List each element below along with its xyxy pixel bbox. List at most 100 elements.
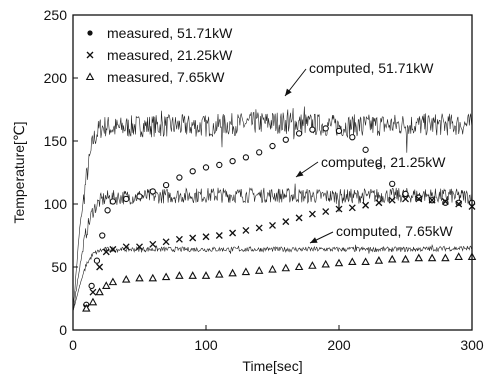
measured-point bbox=[216, 271, 223, 277]
measured-point bbox=[376, 200, 382, 206]
measured-point bbox=[363, 202, 369, 208]
measured-point bbox=[87, 74, 94, 80]
measured-point bbox=[96, 289, 103, 295]
measured-point bbox=[403, 191, 408, 196]
measured-point bbox=[230, 159, 235, 164]
measured-point bbox=[336, 260, 343, 266]
measured-point bbox=[150, 241, 156, 247]
measured-point bbox=[110, 279, 117, 285]
measured-point bbox=[297, 131, 302, 136]
measured-point bbox=[87, 52, 93, 58]
legend-label: measured, 51.71kW bbox=[107, 25, 233, 41]
measured-point bbox=[103, 282, 110, 288]
legend-entry: measured, 51.71kW bbox=[87, 25, 233, 41]
measured-point bbox=[257, 150, 262, 155]
measured-point bbox=[190, 235, 196, 241]
measured-point bbox=[90, 299, 97, 305]
y-tick-label: 0 bbox=[59, 322, 67, 338]
measured-point bbox=[163, 239, 169, 245]
legend: measured, 51.71kW measured, 21.25kW measur… bbox=[87, 25, 233, 85]
measured-point bbox=[283, 265, 290, 271]
measured-point bbox=[270, 222, 276, 228]
annotation-label: computed, 51.71kW bbox=[309, 60, 434, 76]
annotation-arrowhead bbox=[296, 171, 304, 177]
y-tick-label: 250 bbox=[44, 7, 68, 23]
measured-point bbox=[270, 143, 275, 148]
measured-point bbox=[150, 189, 155, 194]
measured-point bbox=[190, 169, 195, 174]
legend-entry: measured, 21.25kW bbox=[87, 47, 233, 63]
measured-point bbox=[90, 289, 96, 295]
computed-lines bbox=[73, 107, 472, 315]
measured-point bbox=[309, 211, 315, 217]
x-tick-label: 200 bbox=[327, 337, 351, 353]
measured-point bbox=[323, 209, 329, 215]
annotation-label: computed, 21.25kW bbox=[321, 154, 446, 170]
measured-point bbox=[336, 128, 341, 133]
measured-point bbox=[229, 270, 236, 276]
measured-point bbox=[256, 225, 262, 231]
measured-point bbox=[362, 258, 369, 264]
x-tick-label: 100 bbox=[194, 337, 218, 353]
measured-point bbox=[137, 194, 142, 199]
annotation-arrowhead bbox=[285, 89, 292, 96]
x-tick-label: 300 bbox=[460, 337, 484, 353]
measured-point bbox=[442, 255, 449, 261]
measured-point bbox=[243, 227, 249, 233]
measured-point bbox=[455, 253, 462, 259]
y-axis-label: Temperature[℃] bbox=[11, 121, 27, 223]
measured-point bbox=[296, 215, 302, 221]
measured-point bbox=[163, 274, 170, 280]
measured-point bbox=[203, 234, 209, 240]
computed-line bbox=[73, 245, 472, 312]
measured-point bbox=[310, 127, 315, 132]
measured-point bbox=[203, 165, 208, 170]
measured-point bbox=[256, 267, 263, 273]
measured-point bbox=[203, 272, 210, 278]
measured-point bbox=[243, 155, 248, 160]
legend-label: measured, 7.65kW bbox=[107, 69, 225, 85]
measured-point bbox=[150, 275, 157, 281]
measured-point bbox=[389, 256, 396, 262]
y-tick-label: 150 bbox=[44, 133, 68, 149]
x-axis-label: Time[sec] bbox=[242, 358, 302, 374]
measured-point bbox=[123, 276, 130, 282]
measured-point bbox=[349, 205, 355, 211]
measured-point bbox=[309, 262, 316, 268]
measured-point bbox=[296, 264, 303, 270]
measured-point bbox=[189, 272, 196, 278]
measured-point bbox=[363, 147, 368, 152]
measured-point bbox=[216, 233, 222, 239]
legend-label: measured, 21.25kW bbox=[107, 47, 233, 63]
measured-point bbox=[323, 126, 328, 131]
measured-point bbox=[390, 181, 395, 186]
measured-point bbox=[176, 236, 182, 242]
measured-point bbox=[349, 258, 356, 264]
measured-point bbox=[429, 255, 436, 261]
measured-point bbox=[416, 255, 423, 261]
measured-point bbox=[243, 269, 250, 275]
measured-point bbox=[164, 183, 169, 188]
y-tick-label: 200 bbox=[44, 70, 68, 86]
measured-point bbox=[105, 208, 110, 213]
measured-point bbox=[322, 261, 329, 267]
measured-point bbox=[402, 256, 409, 262]
measured-point bbox=[283, 137, 288, 142]
annotation: computed, 21.25kW bbox=[296, 154, 446, 177]
y-tick-label: 100 bbox=[44, 196, 68, 212]
legend-marker bbox=[87, 30, 92, 35]
measured-point bbox=[97, 264, 103, 270]
measured-point bbox=[217, 162, 222, 167]
measured-point bbox=[100, 233, 105, 238]
measured-point bbox=[89, 283, 94, 288]
measured-point bbox=[94, 258, 99, 263]
annotation-label: computed, 7.65kW bbox=[336, 223, 454, 239]
measured-point bbox=[136, 275, 143, 281]
measured-point bbox=[176, 272, 183, 278]
y-tick-label: 50 bbox=[51, 259, 67, 275]
measured-point bbox=[230, 230, 236, 236]
legend-entry: measured, 7.65kW bbox=[87, 69, 226, 85]
measured-point bbox=[177, 175, 182, 180]
measured-point bbox=[110, 199, 115, 204]
